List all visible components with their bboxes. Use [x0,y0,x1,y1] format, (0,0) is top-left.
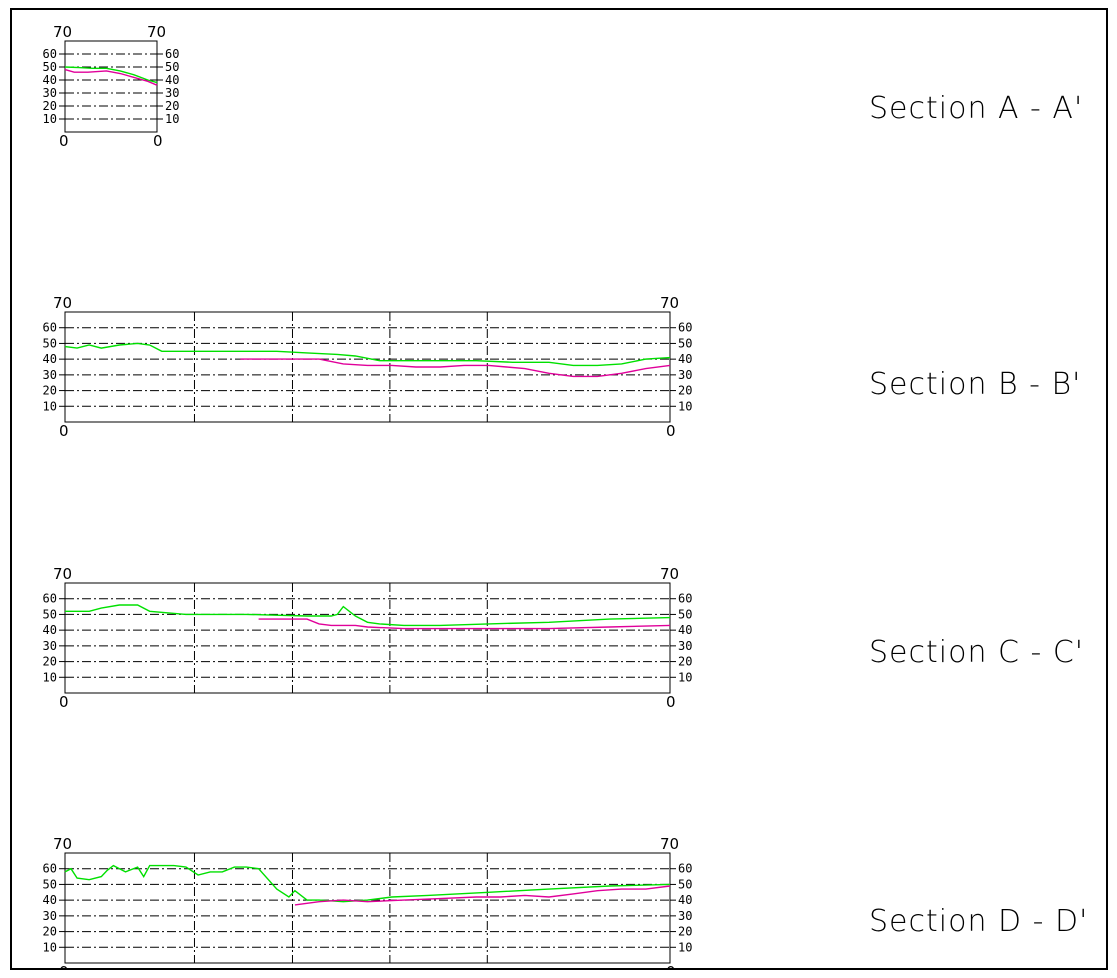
ytick-label-left: 40 [43,893,57,907]
ytick-label-left: 60 [43,862,57,876]
section-title: Section D - D' [869,904,1088,939]
ytick-label-right: 60 [678,321,692,335]
ytick-label-left: 40 [43,73,57,87]
ytick-label-left: 20 [43,99,57,113]
series-line-2 [240,358,671,378]
plot-frame [64,40,158,133]
ytick-label-left: 50 [43,877,57,891]
ytick-label-right: 50 [165,60,179,74]
ytick-label-left: 60 [43,47,57,61]
ytick-label-right: 20 [678,384,692,398]
series-line-1 [64,864,671,903]
ytick-label-right: 60 [165,47,179,61]
ytick-label-right: 10 [678,399,692,413]
ytick-label-right: 50 [678,877,692,891]
ytick-label-right: 20 [678,925,692,939]
ytick-label-right: 60 [678,592,692,606]
top-left-label: 70 [53,294,72,312]
ytick-label-left: 50 [43,336,57,350]
top-left-label: 70 [53,23,72,41]
ytick-label-right: 40 [165,73,179,87]
bottom-left-label: 0 [59,132,69,150]
bottom-left-label: 0 [59,422,69,440]
ytick-label-right: 20 [165,99,179,113]
ytick-label-left: 10 [43,670,57,684]
section-title: Section C - C' [869,635,1084,670]
ytick-label-right: 30 [678,909,692,923]
ytick-label-right: 30 [678,639,692,653]
ytick-label-left: 40 [43,352,57,366]
ytick-label-right: 60 [678,862,692,876]
series-line-2 [294,885,671,906]
series-line-2 [64,68,158,86]
top-left-label: 70 [53,835,72,853]
series-line-2 [258,618,671,630]
ytick-label-left: 40 [43,623,57,637]
ytick-label-left: 60 [43,592,57,606]
bottom-left-label: 0 [59,963,69,968]
ytick-label-right: 20 [678,655,692,669]
ytick-label-left: 60 [43,321,57,335]
ytick-label-left: 10 [43,399,57,413]
drawing-sheet: 10 10 20 20 30 30 40 40 50 50 60 60 70 70 0 0 Section A … [10,8,1108,970]
bottom-right-label: 0 [666,693,676,711]
ytick-label-left: 30 [43,909,57,923]
series-line-1 [64,66,158,84]
section-title: Section A - A' [869,91,1083,126]
ytick-label-right: 10 [165,112,179,126]
plot-frame [64,852,671,964]
ytick-label-right: 10 [678,940,692,954]
ytick-label-left: 10 [43,940,57,954]
ytick-label-right: 30 [678,368,692,382]
top-right-label: 70 [660,835,679,853]
ytick-label-right: 50 [678,336,692,350]
bottom-right-label: 0 [666,963,676,968]
series-line-1 [65,604,671,627]
ytick-label-right: 50 [678,607,692,621]
ytick-label-left: 20 [43,655,57,669]
bottom-right-label: 0 [666,422,676,440]
bottom-right-label: 0 [153,132,163,150]
top-right-label: 70 [147,23,166,41]
series-line-1 [64,342,671,367]
ytick-label-left: 30 [43,368,57,382]
ytick-label-right: 40 [678,623,692,637]
ytick-label-left: 20 [43,925,57,939]
ytick-label-right: 10 [678,670,692,684]
ytick-label-left: 50 [43,60,57,74]
ytick-label-right: 30 [165,86,179,100]
ytick-label-left: 20 [43,384,57,398]
ytick-label-right: 40 [678,352,692,366]
plot-frame [64,582,671,694]
top-left-label: 70 [53,565,72,583]
bottom-left-label: 0 [59,693,69,711]
section-title: Section B - B' [869,367,1081,402]
ytick-label-left: 30 [43,86,57,100]
plot-frame [64,311,671,423]
ytick-label-left: 50 [43,607,57,621]
ytick-label-left: 10 [43,112,57,126]
ytick-label-left: 30 [43,639,57,653]
top-right-label: 70 [660,565,679,583]
ytick-label-right: 40 [678,893,692,907]
top-right-label: 70 [660,294,679,312]
